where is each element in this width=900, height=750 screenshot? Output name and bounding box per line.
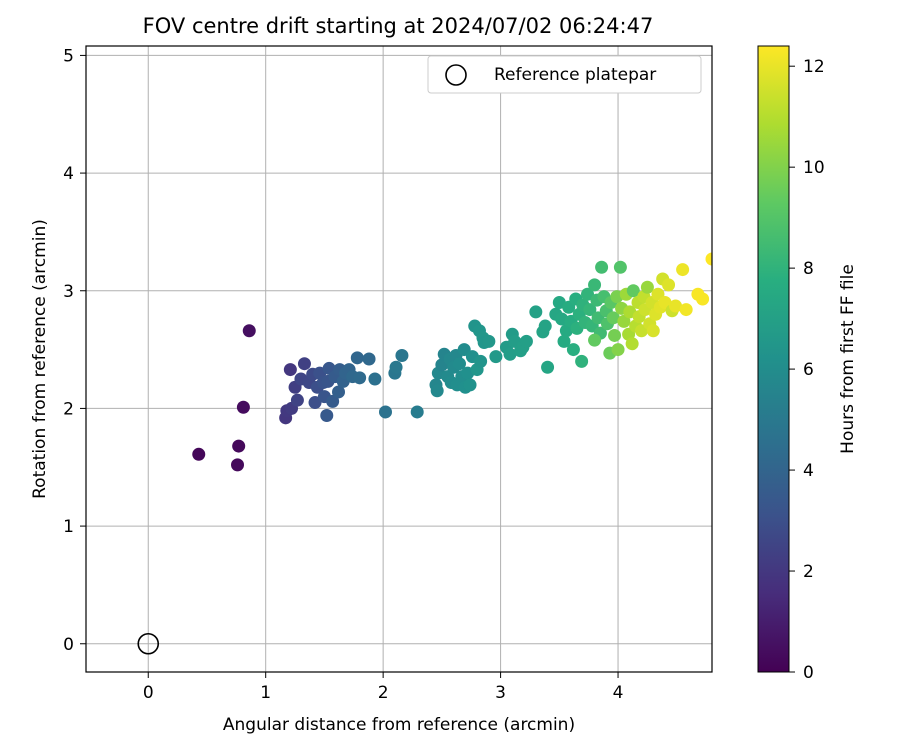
data-point: [557, 334, 571, 348]
y-tick-label: 2: [63, 399, 74, 419]
data-point: [297, 357, 311, 371]
data-point: [410, 405, 424, 419]
colorbar-tick-label: 0: [803, 663, 814, 683]
x-tick-label: 3: [495, 683, 506, 703]
colorbar-tick-label: 8: [803, 259, 814, 279]
colorbar-tick-label: 12: [803, 57, 825, 77]
data-point: [538, 319, 552, 333]
data-point: [566, 343, 580, 357]
legend-marker: [445, 64, 467, 86]
data-point: [626, 284, 640, 298]
data-point: [350, 351, 364, 365]
data-point: [192, 447, 206, 461]
data-point: [378, 405, 392, 419]
x-tick-label: 4: [613, 683, 624, 703]
data-point: [236, 400, 250, 414]
data-point: [575, 354, 589, 368]
data-point: [519, 334, 533, 348]
data-point: [625, 337, 639, 351]
colorbar-ticks: 0 2 4 6 8 10 12: [789, 57, 825, 683]
y-tick-label: 0: [63, 635, 74, 655]
data-points: [192, 252, 712, 472]
data-point: [430, 384, 444, 398]
data-point: [320, 408, 334, 422]
colorbar-tick-label: 2: [803, 562, 814, 582]
colorbar-tick-label: 10: [803, 158, 825, 178]
y-axis-ticks: 0 1 2 3 4 5: [63, 46, 86, 655]
data-point: [463, 378, 477, 392]
data-point: [541, 360, 555, 374]
grid: [86, 46, 712, 672]
colorbar-label: Hours from first FF file: [838, 264, 858, 454]
data-point: [606, 311, 620, 325]
data-point: [611, 343, 625, 357]
data-point: [332, 385, 346, 399]
colorbar-gradient: [757, 45, 790, 673]
data-point: [705, 252, 712, 266]
data-point: [389, 360, 403, 374]
x-tick-label: 2: [378, 683, 389, 703]
data-point: [503, 347, 517, 361]
colorbar: 0 2 4 6 8 10 12 Hours from first FF file: [757, 45, 858, 683]
data-point: [308, 396, 322, 410]
data-point: [353, 371, 367, 385]
colorbar-tick-label: 4: [803, 461, 814, 481]
plot-frame: [85, 45, 713, 673]
x-tick-label: 1: [260, 683, 271, 703]
legend: Reference platepar: [427, 55, 702, 94]
data-point: [608, 328, 622, 342]
data-point: [646, 324, 660, 338]
y-tick-label: 3: [63, 282, 74, 302]
data-point: [676, 263, 690, 277]
data-point: [529, 305, 543, 319]
data-point: [368, 372, 382, 386]
y-tick-label: 5: [63, 46, 74, 66]
data-point: [362, 352, 376, 366]
y-tick-label: 1: [63, 517, 74, 537]
data-point: [613, 260, 627, 274]
y-tick-label: 4: [63, 164, 74, 184]
data-point: [231, 458, 245, 472]
data-point: [640, 280, 654, 294]
data-point: [242, 324, 256, 338]
data-point: [583, 303, 597, 317]
data-point: [617, 314, 631, 328]
x-tick-label: 0: [143, 683, 154, 703]
data-point: [588, 333, 602, 347]
data-point: [489, 350, 503, 364]
data-point: [696, 292, 710, 306]
x-axis-ticks: 0 1 2 3 4: [143, 672, 624, 703]
data-point: [588, 278, 602, 292]
data-point: [679, 303, 693, 317]
data-point: [232, 439, 246, 453]
y-axis-label: Rotation from reference (arcmin): [30, 219, 50, 499]
data-point: [581, 287, 595, 301]
data-point: [283, 363, 297, 377]
data-point: [326, 394, 340, 408]
data-point: [482, 334, 496, 348]
legend-entry-reference-platepar: Reference platepar: [494, 65, 656, 85]
reference-platepar-marker: [137, 632, 160, 655]
colorbar-tick-label: 6: [803, 360, 814, 380]
data-point: [290, 393, 304, 407]
data-point: [662, 278, 676, 292]
chart-title: FOV centre drift starting at 2024/07/02 …: [143, 14, 654, 38]
legend-box: [427, 55, 702, 94]
data-point: [595, 260, 609, 274]
x-axis-label: Angular distance from reference (arcmin): [223, 715, 575, 735]
data-point: [452, 357, 466, 371]
data-point: [474, 354, 488, 368]
data-point: [669, 299, 683, 313]
data-point: [395, 348, 409, 362]
